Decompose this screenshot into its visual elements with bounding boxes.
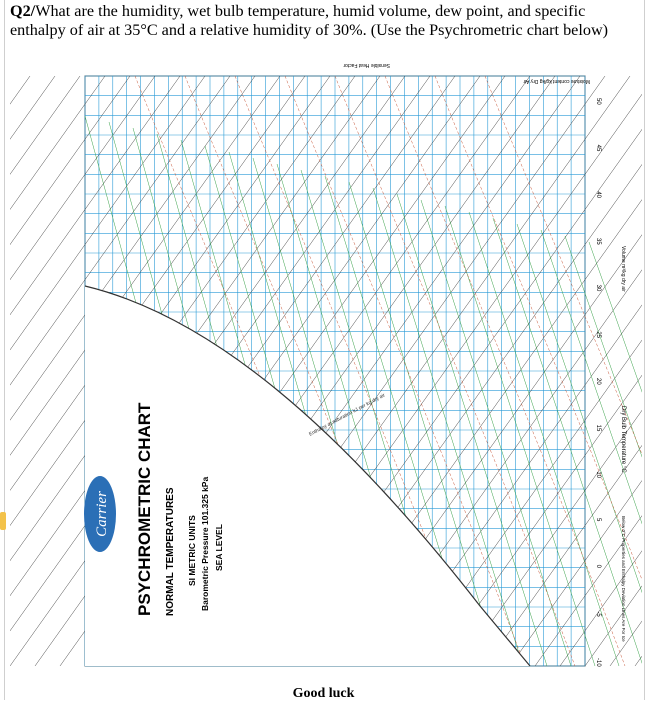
chart-svg: -10 -5 0 5 10 15 20 25 30 35 40 45 50 Dry Bulb Tempe… — [0, 62, 647, 667]
dry-bulb-tick-label: 30 — [595, 285, 601, 292]
enthalpy-line — [0, 75, 256, 435]
enthalpy-line — [459, 402, 647, 667]
rh-curve — [284, 75, 526, 667]
dry-bulb-tick-label: -5 — [595, 611, 601, 617]
enthalpy-line — [0, 75, 131, 260]
bookmark-marker[interactable] — [0, 512, 6, 530]
wet-bulb-line — [396, 193, 548, 667]
chart-units: SI METRIC UNITS — [187, 515, 197, 586]
chart-title: PSYCHROMETRIC CHART — [135, 402, 154, 616]
axis-shf: Sensible Heat Factor — [343, 62, 390, 68]
footer-text: Good luck — [292, 686, 355, 701]
enthalpy-line — [509, 473, 647, 667]
wet-bulb-line — [420, 199, 572, 667]
dry-bulb-tick-label: 15 — [595, 425, 601, 432]
question-text: Q2/What are the humidity, wet bulb tempe… — [10, 2, 640, 40]
dry-bulb-tick-label: 25 — [595, 331, 601, 338]
chart-subtitle: NORMAL TEMPERATURES — [165, 487, 176, 616]
wet-bulb-line — [372, 187, 524, 667]
wet-bulb-line — [444, 205, 596, 667]
page-border — [4, 0, 645, 700]
enthalpy-line — [0, 75, 156, 295]
wet-bulb-line — [564, 235, 647, 472]
chart-pressure: Barometric Pressure 101.325 kPa — [200, 477, 210, 611]
rh-curve — [334, 75, 576, 667]
below-zero-note: Below 0°C Properties and Enthalpy Deviat… — [621, 516, 626, 642]
dry-bulb-ticks: -10 -5 0 5 10 15 20 25 30 35 40 45 50 — [595, 98, 601, 667]
enthalpy-line — [0, 75, 281, 470]
enthalpy-line — [0, 75, 206, 365]
dry-bulb-tick-label: 5 — [595, 518, 601, 522]
dry-bulb-tick-label: 50 — [595, 98, 601, 105]
dry-bulb-tick-label: 40 — [595, 191, 601, 198]
enthalpy-line — [0, 75, 81, 189]
saturation-region — [85, 286, 530, 666]
enthalpy-line — [409, 332, 647, 667]
axis-volume: Volume m³/kg dry air — [620, 246, 626, 292]
rh-curve — [434, 75, 647, 594]
enthalpy-line — [484, 437, 647, 667]
wet-bulb-line — [540, 229, 647, 539]
dry-bulb-tick-label: 35 — [595, 238, 601, 245]
psychrometric-chart: -10 -5 0 5 10 15 20 25 30 35 40 45 50 Dry Bulb Tempe… — [0, 46, 647, 686]
saturation-curve — [84, 285, 531, 667]
rh-curve — [484, 75, 647, 468]
chart-level: SEA LEVEL — [214, 524, 224, 571]
enthalpy-line — [534, 508, 647, 667]
enthalpy-line — [0, 75, 181, 330]
wet-bulb-line — [492, 217, 644, 667]
question-body: What are the humidity, wet bulb temperat… — [10, 2, 609, 39]
wet-bulb-line — [348, 181, 500, 667]
enthalpy-line — [0, 75, 106, 224]
axis-dry-bulb: Dry Bulb Temperature °C — [620, 406, 626, 473]
enthalpy-line — [0, 75, 231, 400]
dry-bulb-tick-label: 45 — [595, 145, 601, 152]
carrier-logo — [84, 476, 116, 552]
dry-bulb-tick-label: -10 — [595, 658, 601, 667]
carrier-brand: Carrier — [94, 491, 110, 537]
dry-bulb-tick-label: 0 — [595, 565, 601, 569]
enthalpy-line — [384, 297, 647, 667]
dry-bulb-tick-label: 10 — [595, 471, 601, 478]
dry-bulb-tick-label: 20 — [595, 378, 601, 385]
wet-bulb-line — [588, 241, 647, 407]
axis-moisture: Moisture content kg/kg Dry Air — [523, 78, 590, 84]
enthalpy-line — [559, 543, 647, 667]
question-label: Q2/ — [10, 2, 36, 20]
rh-curve — [384, 75, 626, 667]
wet-bulb-line — [468, 211, 620, 667]
